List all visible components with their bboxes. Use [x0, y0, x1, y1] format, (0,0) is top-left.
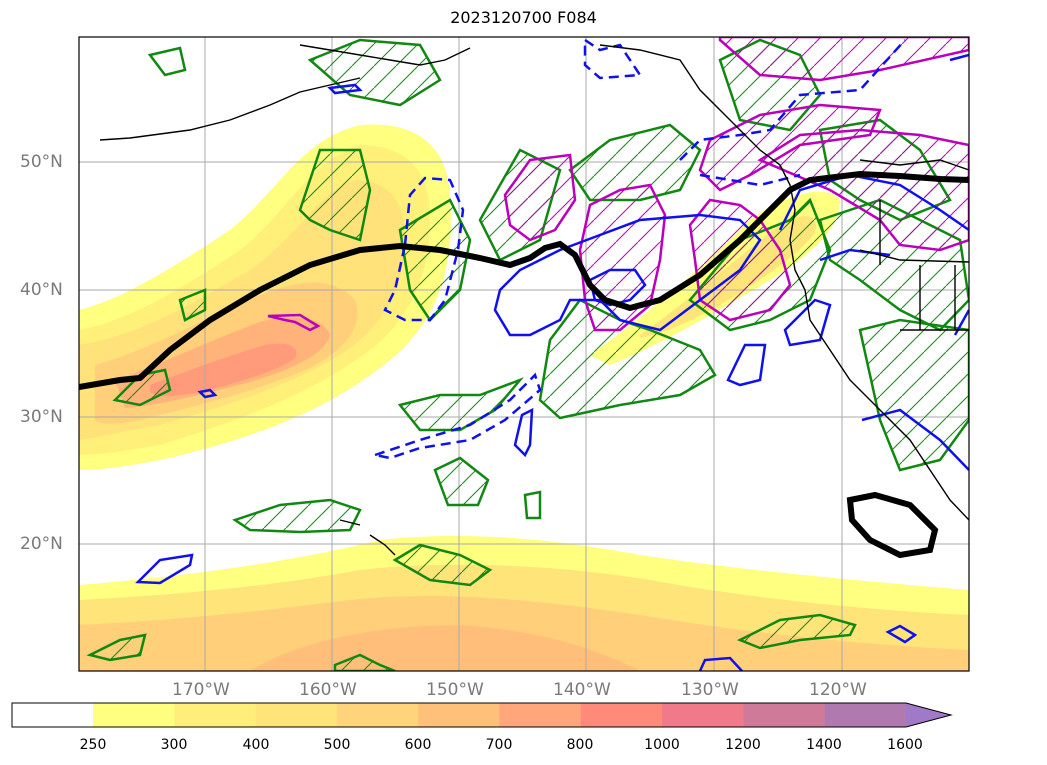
- lon-label-130w: 130°W: [681, 680, 739, 700]
- lon-label-140w: 140°W: [553, 680, 611, 700]
- closed-ivt-contour: [846, 491, 939, 559]
- lon-label-170w: 170°W: [172, 680, 230, 700]
- colorbar-segment: [93, 703, 175, 727]
- colorbar-segment: [174, 703, 257, 727]
- colorbar-tick-label: 500: [323, 737, 351, 753]
- lon-label-120w: 120°W: [809, 680, 867, 700]
- colorbar-tick-label: 250: [79, 737, 107, 753]
- colorbar-segment: [580, 703, 663, 727]
- colorbar-extend-triangle: [906, 703, 951, 727]
- lon-label-160w: 160°W: [299, 680, 357, 700]
- jet-axis: [79, 170, 969, 390]
- colorbar-outline: [11, 702, 953, 728]
- map-title: 2023120700 F084: [450, 8, 597, 27]
- colorbar-tick-label: 800: [566, 737, 594, 753]
- colorbar-segment: [824, 703, 907, 727]
- lat-label-30n: 30°N: [20, 407, 63, 427]
- lat-label-40n: 40°N: [20, 280, 63, 300]
- colorbar-tick-label: 1200: [725, 737, 761, 753]
- colorbar: [11, 702, 953, 728]
- colorbar-tick-label: 1600: [887, 737, 923, 753]
- colorbar-segment: [499, 703, 582, 727]
- colorbar-segment-below: [12, 703, 93, 727]
- colorbar-tick-label: 300: [160, 737, 188, 753]
- colorbar-segment: [336, 703, 419, 727]
- lat-label-50n: 50°N: [20, 152, 63, 172]
- map-frame: [78, 36, 970, 672]
- colorbar-segment: [662, 703, 744, 727]
- lat-label-20n: 20°N: [20, 534, 63, 554]
- colorbar-tick-label: 1400: [806, 737, 842, 753]
- colorbar-tick-label: 400: [242, 737, 270, 753]
- colorbar-tick-label: 600: [404, 737, 432, 753]
- colorbar-segment: [418, 703, 500, 727]
- coastlines: [99, 44, 969, 556]
- colorbar-tick-label: 1000: [644, 737, 680, 753]
- lon-label-150w: 150°W: [426, 680, 484, 700]
- colorbar-segment: [743, 703, 826, 727]
- colorbar-tick-label: 700: [485, 737, 513, 753]
- colorbar-segment: [255, 703, 338, 727]
